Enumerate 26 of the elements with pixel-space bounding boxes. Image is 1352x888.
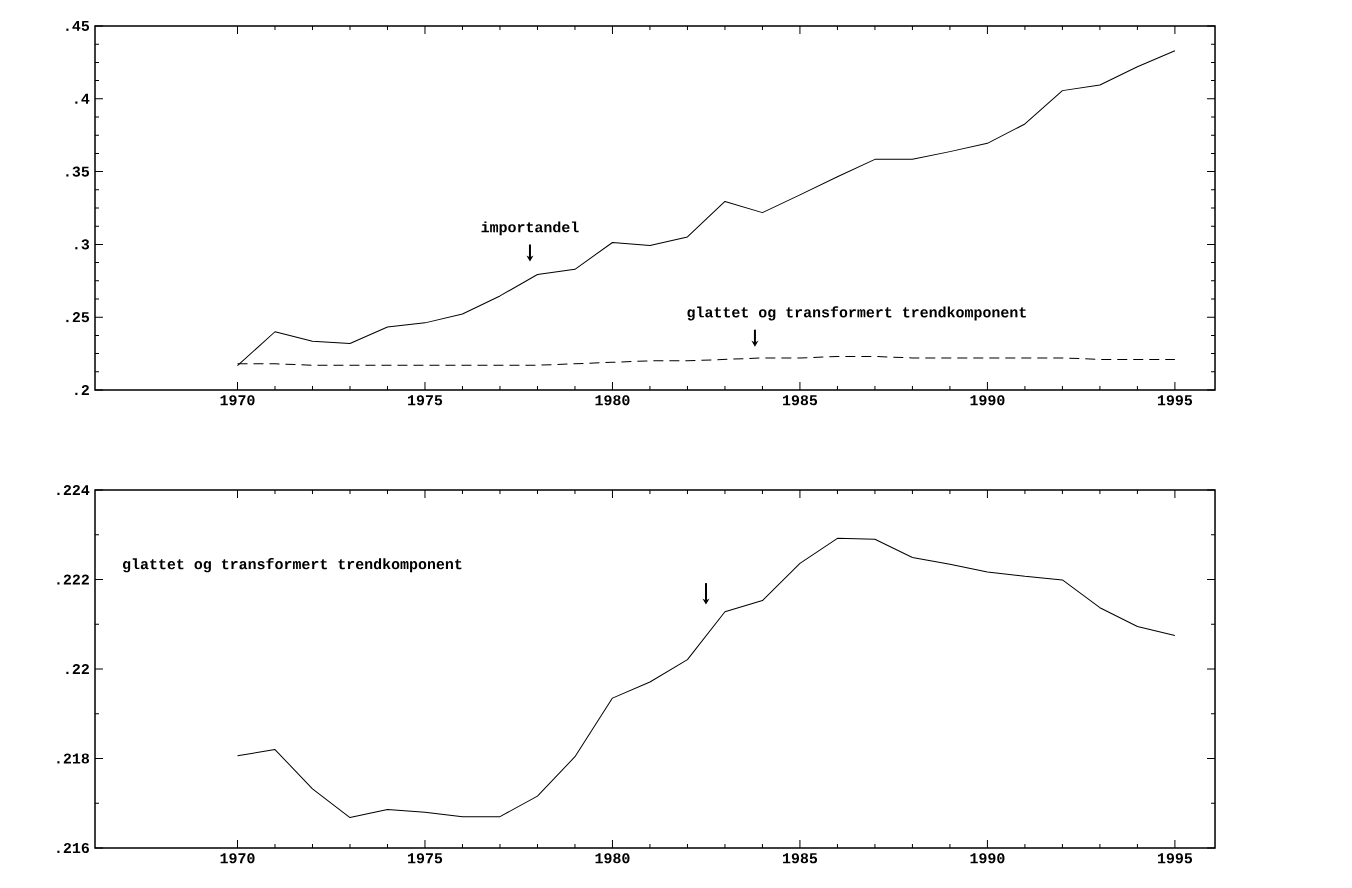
- annotation: glattet og transformert trendkomponent: [687, 306, 1026, 321]
- x-tick-label: 1970: [220, 853, 255, 864]
- x-tick-label: 1970: [220, 395, 255, 406]
- x-tick-label: 1980: [595, 853, 630, 864]
- x-tick-label: 1975: [408, 395, 443, 406]
- y-tick-label: .4: [75, 93, 90, 104]
- y-tick-label: .218: [57, 753, 90, 764]
- x-tick-label: 1995: [1157, 853, 1193, 864]
- y-tick-label: .216: [57, 842, 89, 854]
- y-tick-label: .224: [57, 484, 90, 495]
- x-tick-label: 1975: [408, 853, 443, 864]
- y-tick-label: .3: [75, 239, 90, 250]
- x-tick-label: 1980: [595, 395, 630, 406]
- x-tick-label: 1985: [783, 395, 818, 406]
- x-tick-label: 1990: [970, 853, 1005, 864]
- y-tick-label: .222: [57, 574, 89, 585]
- y-tick-label: .22: [66, 664, 89, 674]
- x-tick-label: 1995: [1157, 395, 1193, 406]
- x-tick-label: 1985: [783, 853, 818, 864]
- y-tick-label: .45: [66, 20, 90, 31]
- annotation: glattet og transformert trendkomponent: [122, 558, 462, 573]
- x-tick-label: 1990: [970, 395, 1005, 406]
- y-tick-label: .2: [75, 384, 89, 395]
- annotation: importandel: [481, 221, 579, 236]
- y-tick-label: .35: [66, 166, 90, 177]
- y-tick-label: .25: [66, 312, 90, 323]
